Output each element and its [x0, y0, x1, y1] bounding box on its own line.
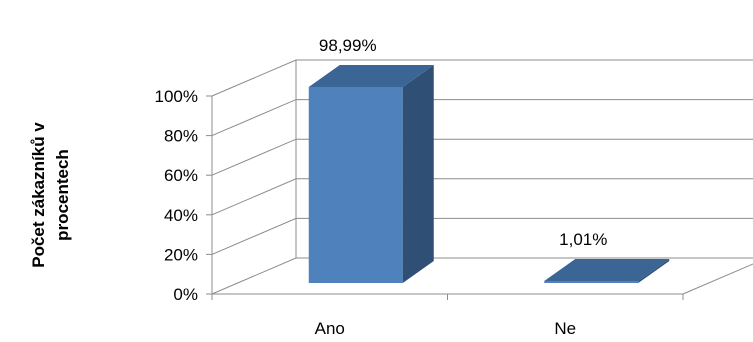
y-tick-label: 60% — [164, 166, 198, 185]
y-axis-label-line-1: Počet zákazníků v — [29, 122, 48, 268]
category-labels: Ano Ne — [315, 319, 576, 338]
y-tick-label: 80% — [164, 127, 198, 146]
gridline — [211, 217, 753, 255]
bar-top — [544, 259, 670, 282]
gridline — [211, 257, 753, 295]
data-label: 1,01% — [559, 230, 607, 249]
bar-Ne — [544, 259, 670, 283]
bar-front — [308, 86, 403, 283]
y-tick-label: 40% — [164, 206, 198, 225]
y-tick-label: 20% — [164, 245, 198, 264]
bar-side — [402, 64, 434, 283]
gridline — [211, 99, 753, 137]
category-label: Ne — [554, 319, 576, 338]
data-labels: 98,99% 1,01% — [319, 36, 607, 249]
gridline — [211, 138, 753, 176]
axes — [206, 60, 753, 300]
y-axis-label-line-2: procentech — [53, 149, 72, 241]
bar-top — [308, 64, 434, 87]
gridline — [211, 59, 753, 97]
gridline — [211, 178, 753, 216]
gridlines — [211, 59, 753, 295]
y-tick-label: 0% — [173, 285, 198, 304]
bar-side — [638, 259, 670, 283]
category-label: Ano — [315, 319, 345, 338]
y-axis-label: Počet zákazníků v procentech — [29, 122, 72, 268]
data-label: 98,99% — [319, 36, 377, 55]
bars — [308, 64, 670, 283]
y-tick-label: 100% — [155, 87, 198, 106]
y-tick-labels: 0% 20% 40% 60% 80% 100% — [155, 87, 198, 304]
floor-right-edge — [682, 263, 753, 295]
bar-Ano — [308, 64, 434, 283]
bar-front — [544, 281, 639, 283]
